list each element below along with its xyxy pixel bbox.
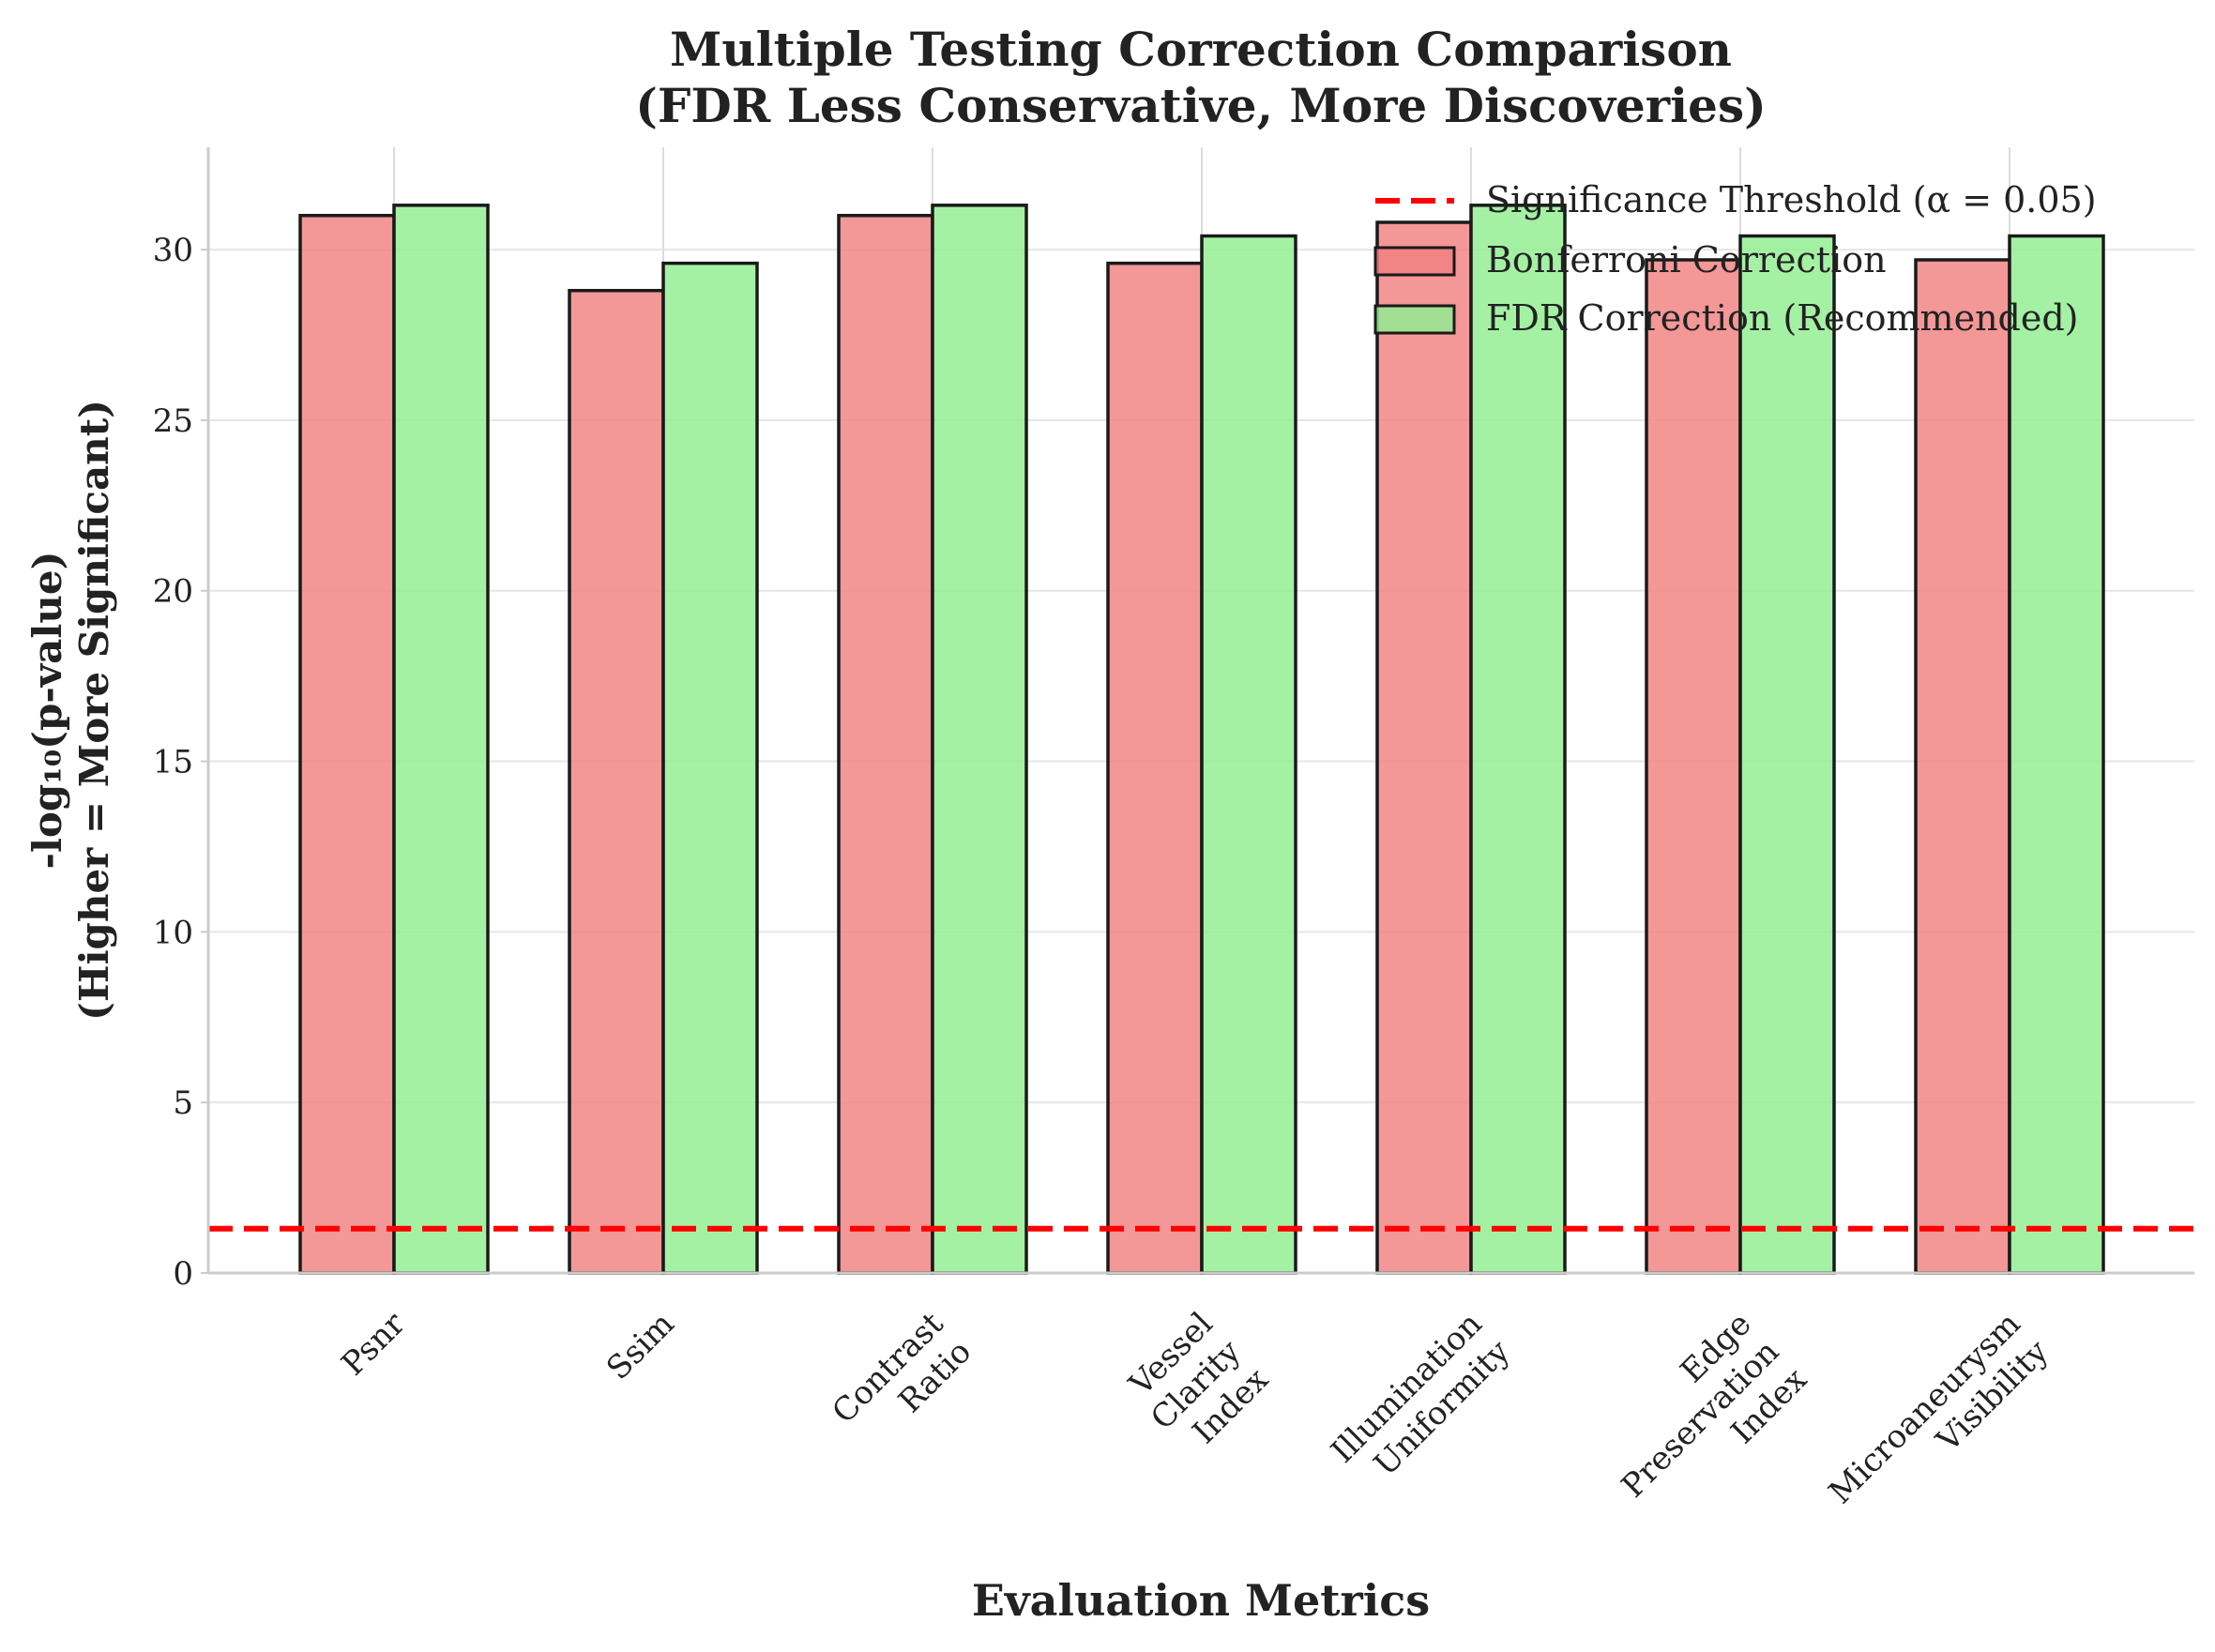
legend-label: FDR Correction (Recommended) xyxy=(1486,297,2079,339)
bar-fdr xyxy=(931,204,1028,1275)
x-tick-label: Psnr xyxy=(334,1305,413,1384)
legend-label: Significance Threshold (α = 0.05) xyxy=(1486,179,2097,220)
bar-bonferroni xyxy=(1375,220,1473,1275)
legend: Significance Threshold (α = 0.05) Bonferr… xyxy=(1373,179,2097,339)
y-tick-label: 0 xyxy=(173,1255,193,1293)
bar-bonferroni xyxy=(298,213,396,1275)
y-axis-label-line: -log₁₀(p-value) xyxy=(24,552,70,870)
y-tick-label: 20 xyxy=(153,573,193,611)
bar-bonferroni xyxy=(1914,258,2011,1275)
y-tick-label: 15 xyxy=(153,744,193,781)
chart-title: Multiple Testing Correction Comparison (F… xyxy=(635,22,1767,133)
legend-item-threshold: Significance Threshold (α = 0.05) xyxy=(1375,179,2097,220)
bar-fdr xyxy=(661,261,759,1275)
y-axis-label-line: (Higher = More Significant) xyxy=(71,400,117,1021)
axes-layer xyxy=(206,147,2194,1275)
legend-label: Bonferroni Correction xyxy=(1486,239,1887,280)
bar-fdr xyxy=(2008,234,2105,1275)
bar-fdr xyxy=(1469,204,1567,1275)
bar-fdr xyxy=(1738,234,1836,1275)
y-tick-label: 10 xyxy=(153,914,193,951)
bars-layer xyxy=(298,204,2105,1275)
x-axis-label: Evaluation Metrics xyxy=(972,1575,1430,1626)
x-tick-label-line: Psnr xyxy=(334,1305,413,1384)
bar-bonferroni xyxy=(837,213,934,1275)
bar-bonferroni xyxy=(1645,258,1742,1275)
y-tick-label: 25 xyxy=(153,402,193,440)
y-tick-label: 5 xyxy=(173,1084,193,1122)
x-tick-label: Ssim xyxy=(599,1305,682,1387)
legend-swatch xyxy=(1373,304,1456,335)
chart-title-line: Multiple Testing Correction Comparison xyxy=(670,22,1732,77)
bar-fdr xyxy=(1200,234,1297,1275)
legend-item-fdr: FDR Correction (Recommended) xyxy=(1373,297,2079,339)
x-tick-label-line: Ssim xyxy=(599,1305,682,1387)
y-axis-label: -log₁₀(p-value)(Higher = More Significan… xyxy=(24,400,117,1021)
legend-item-bonferroni: Bonferroni Correction xyxy=(1373,239,1887,280)
y-tick-label: 30 xyxy=(153,232,193,269)
bar-bonferroni xyxy=(568,288,665,1275)
bar-bonferroni xyxy=(1106,261,1204,1275)
bar-fdr xyxy=(392,204,490,1275)
chart-title-line: (FDR Less Conservative, More Discoveries… xyxy=(635,78,1767,133)
legend-swatch xyxy=(1373,246,1456,277)
